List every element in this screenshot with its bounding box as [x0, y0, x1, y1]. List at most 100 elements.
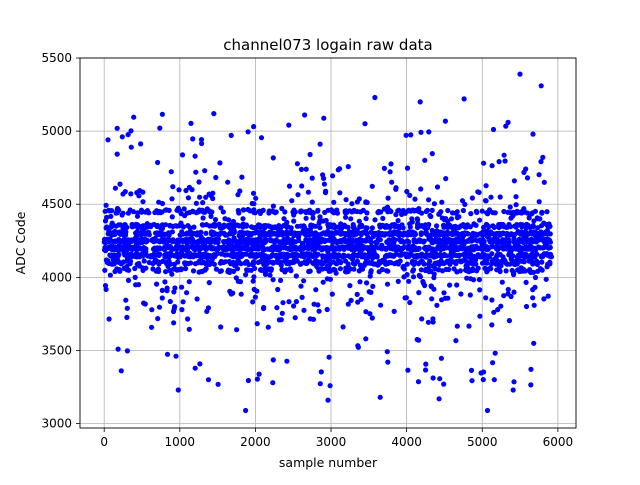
data-point — [369, 244, 375, 250]
data-point — [497, 221, 503, 228]
data-point — [204, 206, 210, 212]
data-point — [340, 254, 346, 260]
data-point — [499, 279, 505, 285]
data-point — [501, 293, 507, 299]
data-point — [507, 204, 513, 210]
data-point — [364, 245, 370, 251]
data-point — [361, 253, 367, 259]
data-point — [279, 232, 285, 238]
data-point — [543, 241, 550, 247]
data-point — [112, 185, 118, 191]
data-point — [416, 206, 422, 212]
data-point — [306, 238, 312, 244]
data-point — [133, 282, 139, 288]
data-point — [422, 157, 428, 163]
data-point — [381, 232, 387, 238]
data-point — [133, 234, 139, 241]
data-point — [461, 233, 467, 239]
axes-frame — [79, 57, 577, 429]
data-point — [106, 207, 112, 213]
data-point — [114, 125, 120, 131]
data-point — [169, 271, 175, 277]
data-point — [225, 179, 231, 185]
data-point — [490, 126, 497, 133]
data-point — [469, 195, 475, 201]
data-point — [228, 132, 234, 138]
data-point — [122, 230, 128, 237]
data-point — [454, 215, 460, 221]
data-point — [278, 277, 284, 283]
data-point — [348, 297, 354, 303]
data-point — [122, 189, 128, 195]
data-point — [420, 253, 426, 259]
data-point — [257, 267, 264, 273]
data-point — [299, 294, 305, 300]
data-point — [385, 231, 392, 237]
data-point — [488, 261, 495, 267]
data-point — [134, 229, 140, 235]
data-point — [249, 200, 255, 207]
data-point — [364, 280, 370, 286]
data-point — [361, 263, 367, 269]
data-point — [511, 289, 517, 295]
data-point — [125, 210, 131, 216]
data-point — [250, 299, 256, 305]
data-point — [152, 235, 158, 242]
data-point — [457, 252, 463, 258]
data-point — [438, 355, 444, 361]
data-point — [374, 240, 380, 246]
data-point — [396, 225, 402, 231]
data-point — [237, 251, 244, 257]
data-point — [350, 260, 356, 266]
data-point — [426, 197, 432, 203]
data-point — [330, 234, 336, 240]
data-point — [318, 259, 324, 265]
data-point — [497, 268, 503, 275]
data-point — [461, 242, 467, 248]
data-point — [497, 194, 503, 200]
data-point — [481, 160, 487, 166]
data-point — [329, 230, 335, 236]
data-point — [480, 377, 486, 383]
data-point — [159, 225, 165, 232]
data-point — [337, 166, 343, 172]
chart-title: channel073 logain raw data — [223, 36, 432, 54]
data-point — [183, 266, 189, 272]
data-point — [178, 220, 184, 226]
data-point — [124, 255, 131, 261]
data-point — [265, 324, 271, 330]
data-point — [530, 131, 536, 137]
data-point — [425, 223, 431, 229]
data-point — [357, 209, 364, 215]
data-point — [186, 279, 192, 285]
data-point — [541, 220, 547, 226]
data-point — [345, 164, 351, 170]
data-point — [234, 327, 240, 333]
data-point — [526, 215, 532, 221]
data-point — [154, 223, 160, 230]
data-point — [434, 184, 441, 190]
data-point — [255, 259, 261, 265]
data-point — [500, 237, 506, 243]
data-point — [324, 306, 330, 313]
data-point — [335, 258, 341, 264]
data-point — [538, 159, 544, 165]
data-point — [441, 290, 447, 296]
data-point — [386, 237, 392, 243]
data-point — [462, 201, 468, 207]
data-point — [467, 292, 473, 298]
data-point — [320, 253, 326, 259]
data-point — [241, 244, 247, 250]
data-point — [367, 273, 373, 279]
data-point — [104, 214, 110, 220]
data-point — [407, 221, 413, 227]
data-point — [245, 129, 251, 135]
data-point — [227, 288, 233, 294]
data-point — [338, 226, 345, 232]
data-point — [253, 195, 259, 201]
data-point — [521, 259, 527, 265]
data-point — [325, 249, 331, 255]
data-point — [190, 268, 197, 274]
data-point — [174, 251, 180, 257]
data-point — [532, 208, 539, 214]
